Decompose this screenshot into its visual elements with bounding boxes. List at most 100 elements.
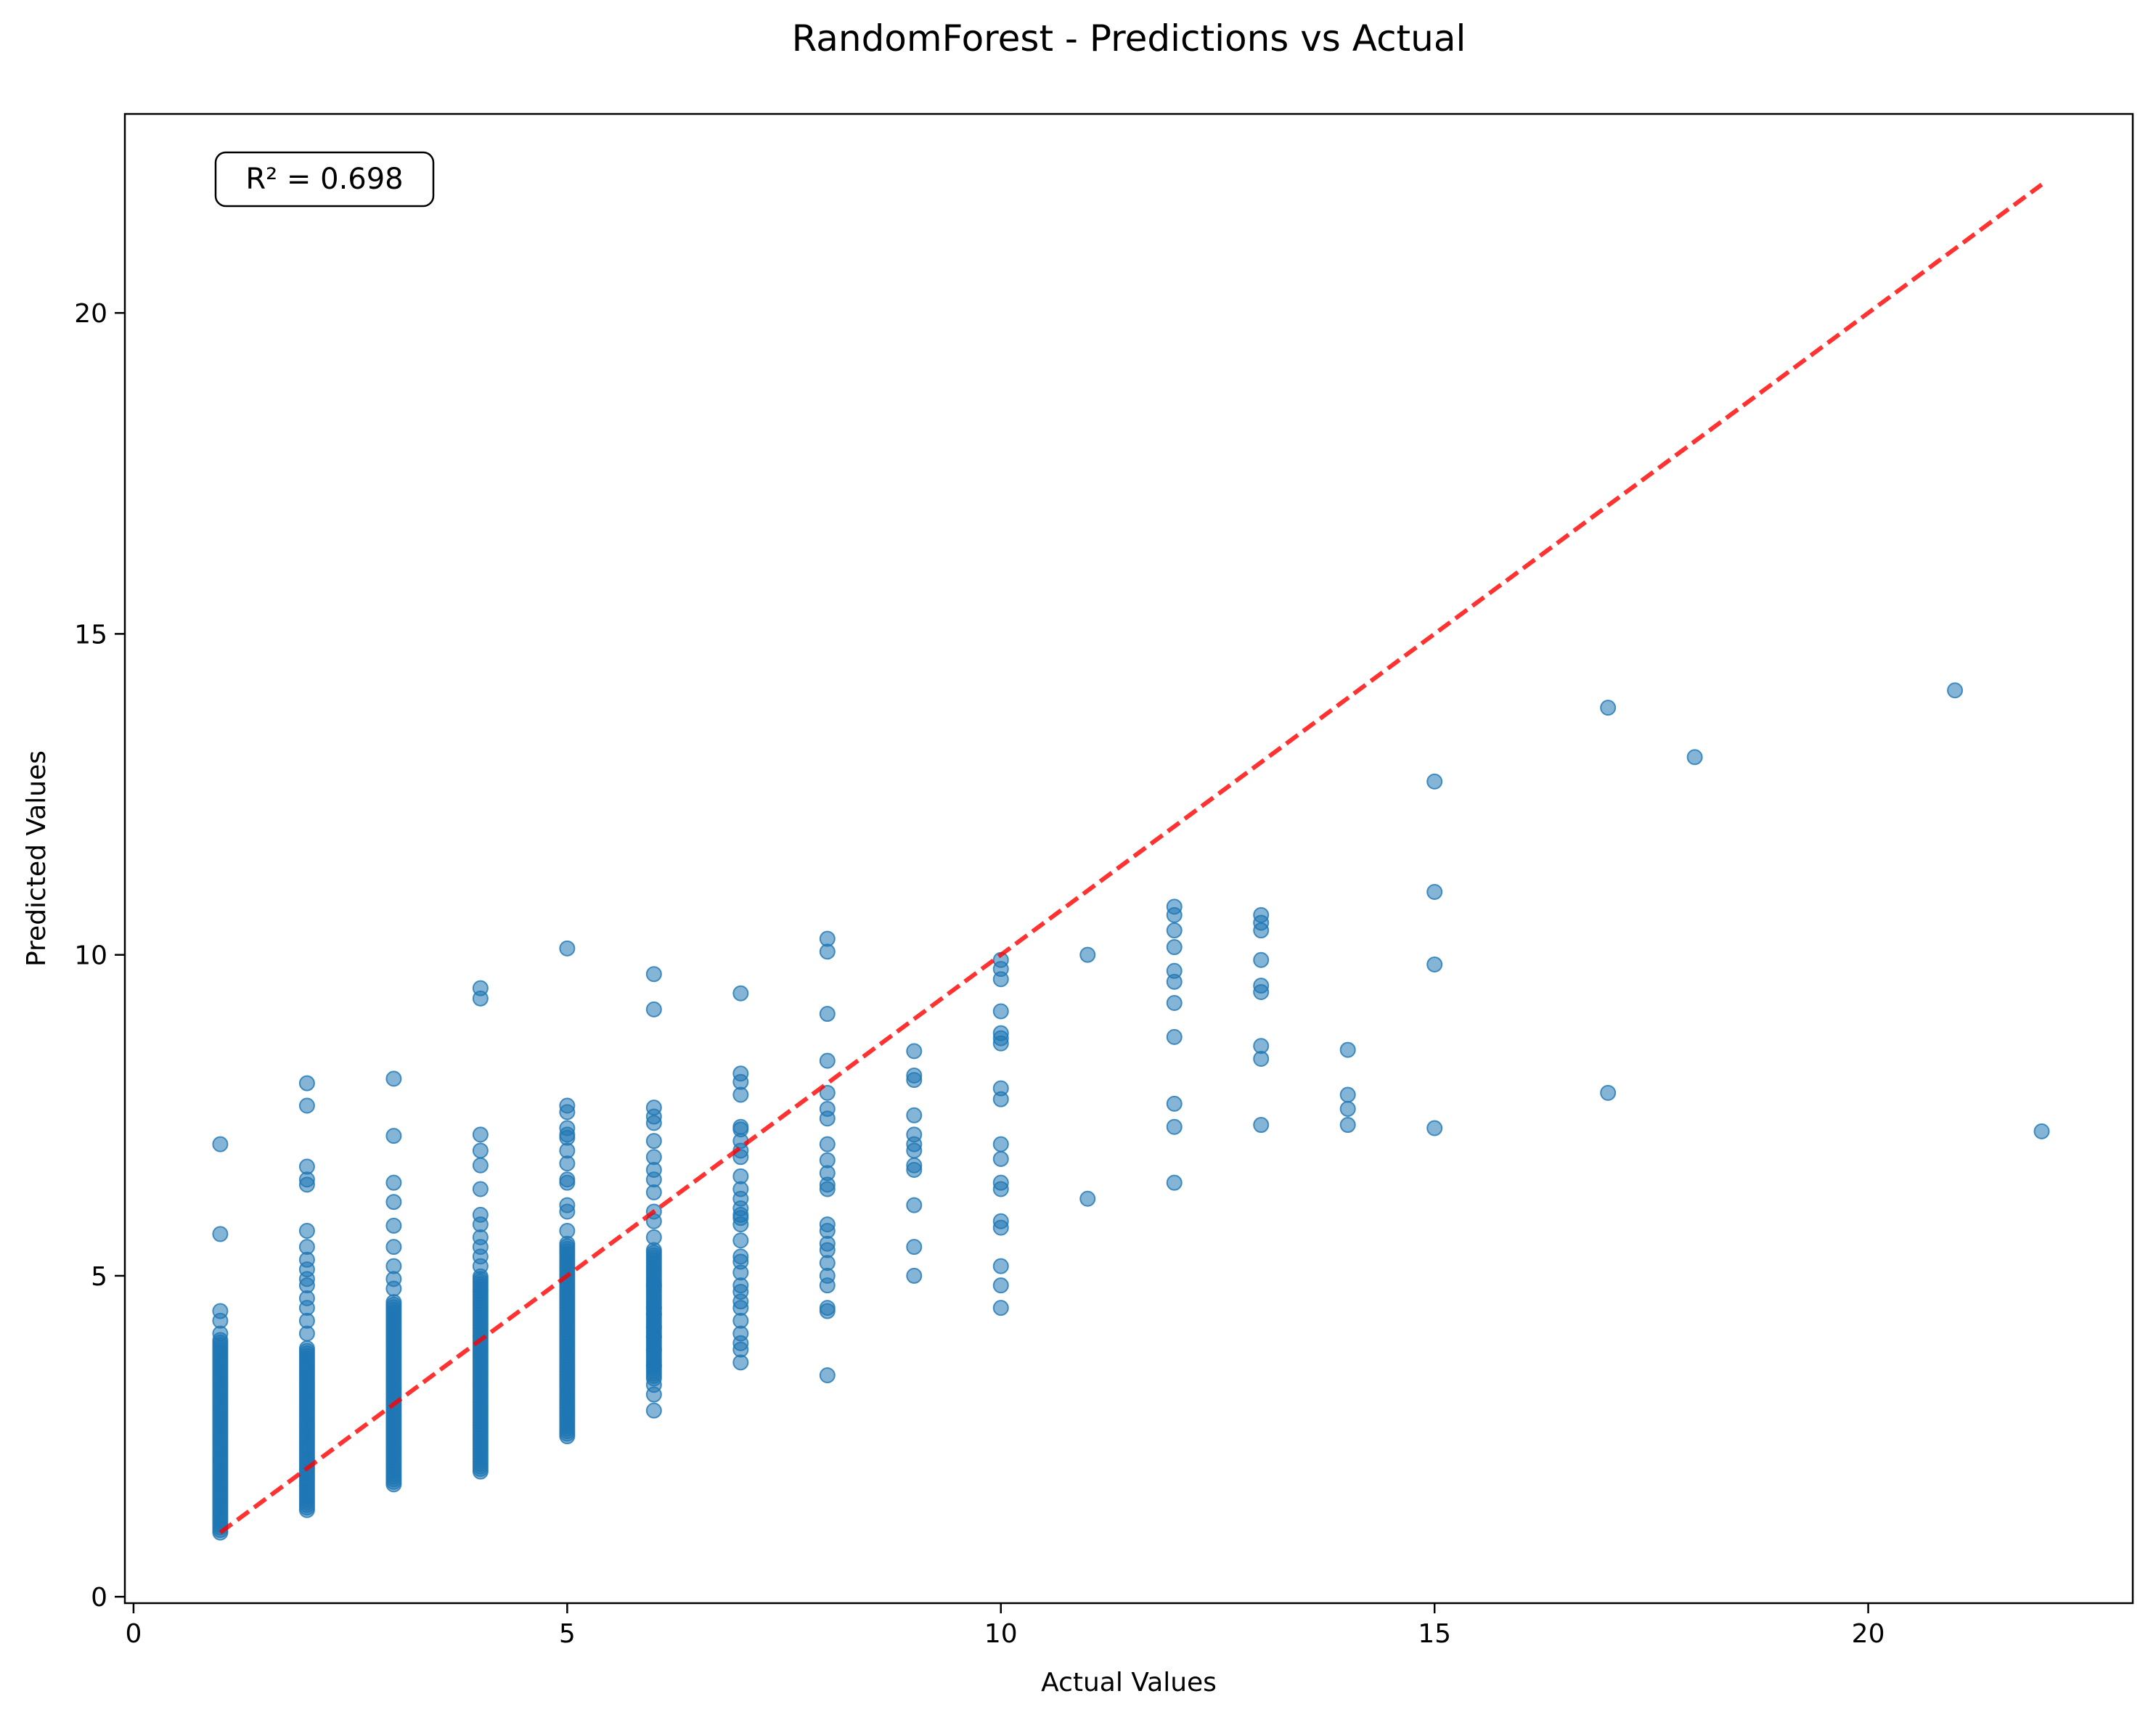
data-point — [645, 1133, 662, 1150]
data-point — [906, 1043, 923, 1060]
data-point — [906, 1107, 923, 1123]
data-point — [819, 1084, 836, 1101]
data-point — [906, 1197, 923, 1213]
points-layer — [212, 682, 2050, 1541]
data-point — [992, 971, 1009, 988]
data-point — [559, 940, 576, 957]
data-point — [645, 1402, 662, 1419]
y-axis-label: Predicted Values — [22, 750, 52, 967]
data-point — [645, 1277, 662, 1294]
data-point — [559, 1155, 576, 1172]
data-point — [212, 1226, 229, 1242]
data-point — [732, 1216, 749, 1233]
data-point — [992, 1003, 1009, 1020]
data-point — [992, 1150, 1009, 1167]
data-point — [645, 1357, 662, 1374]
data-point — [1426, 883, 1443, 900]
data-point — [1166, 995, 1183, 1012]
data-point — [385, 1280, 402, 1297]
data-point — [1339, 1100, 1356, 1117]
data-point — [298, 1340, 315, 1356]
data-point — [645, 1184, 662, 1200]
data-point — [819, 1303, 836, 1319]
data-point — [1079, 1190, 1096, 1207]
data-point — [1426, 1120, 1443, 1137]
data-point — [1166, 906, 1183, 923]
data-point — [732, 985, 749, 1002]
data-point — [1600, 1084, 1617, 1101]
data-point — [992, 1035, 1009, 1052]
y-tick-label: 15 — [74, 620, 107, 650]
y-tick-label: 20 — [74, 299, 107, 329]
data-point — [385, 1217, 402, 1234]
data-point — [1253, 1117, 1270, 1134]
data-point — [645, 1229, 662, 1245]
data-point — [1166, 973, 1183, 990]
data-point — [385, 1070, 402, 1087]
data-point — [2033, 1123, 2050, 1139]
data-point — [819, 1277, 836, 1294]
data-point — [1339, 1117, 1356, 1134]
annotation-box — [214, 151, 435, 208]
data-point — [645, 1341, 662, 1358]
data-point — [298, 1097, 315, 1114]
data-point — [992, 1181, 1009, 1197]
data-point — [1339, 1041, 1356, 1058]
data-point — [1166, 1118, 1183, 1135]
data-point — [732, 1086, 749, 1103]
x-axis-label: Actual Values — [1041, 1668, 1217, 1698]
data-point — [1166, 939, 1183, 956]
data-point — [1686, 749, 1703, 766]
y-tick-label: 10 — [74, 941, 107, 971]
data-point — [992, 1258, 1009, 1274]
data-point — [1166, 1028, 1183, 1045]
data-point — [1339, 1086, 1356, 1103]
data-point — [472, 1181, 489, 1197]
x-tick-label: 20 — [1852, 1619, 1885, 1649]
data-point — [298, 1325, 315, 1342]
data-point — [472, 1258, 489, 1274]
data-point — [992, 1300, 1009, 1316]
x-tick-label: 10 — [984, 1619, 1018, 1649]
data-point — [385, 1239, 402, 1256]
data-point — [1166, 1095, 1183, 1112]
data-point — [992, 1136, 1009, 1152]
data-point — [906, 1142, 923, 1159]
data-point — [298, 1223, 315, 1239]
data-point — [559, 1203, 576, 1220]
data-point — [992, 1219, 1009, 1236]
data-point — [819, 1136, 836, 1152]
plot-frame — [123, 112, 2134, 1605]
data-point — [645, 966, 662, 983]
data-point — [1426, 956, 1443, 972]
r2-annotation: R² = 0.698 — [214, 151, 435, 208]
x-axis: 0 5 10 15 20 — [125, 1603, 1885, 1649]
x-tick-label: 15 — [1418, 1619, 1451, 1649]
annotation-text: R² = 0.698 — [245, 163, 403, 196]
data-point — [298, 1075, 315, 1092]
data-point — [732, 1354, 749, 1371]
data-point — [1600, 700, 1617, 716]
data-point — [819, 1367, 836, 1384]
data-point — [819, 943, 836, 960]
data-point — [212, 1136, 229, 1152]
y-axis: 0 5 10 15 20 — [74, 299, 125, 1613]
data-point — [992, 1091, 1009, 1107]
x-tick-label: 5 — [559, 1619, 576, 1649]
data-point — [992, 1277, 1009, 1294]
data-point — [385, 1294, 402, 1311]
data-point — [212, 1325, 229, 1342]
data-point — [385, 1128, 402, 1144]
data-point — [645, 1001, 662, 1017]
data-point — [645, 1115, 662, 1131]
data-point — [298, 1176, 315, 1193]
data-point — [645, 1386, 662, 1403]
data-point — [1426, 773, 1443, 790]
data-point — [472, 990, 489, 1007]
x-tick-label: 0 — [125, 1619, 142, 1649]
data-point — [1166, 922, 1183, 939]
y-tick-label: 5 — [91, 1262, 107, 1292]
data-point — [559, 1104, 576, 1121]
